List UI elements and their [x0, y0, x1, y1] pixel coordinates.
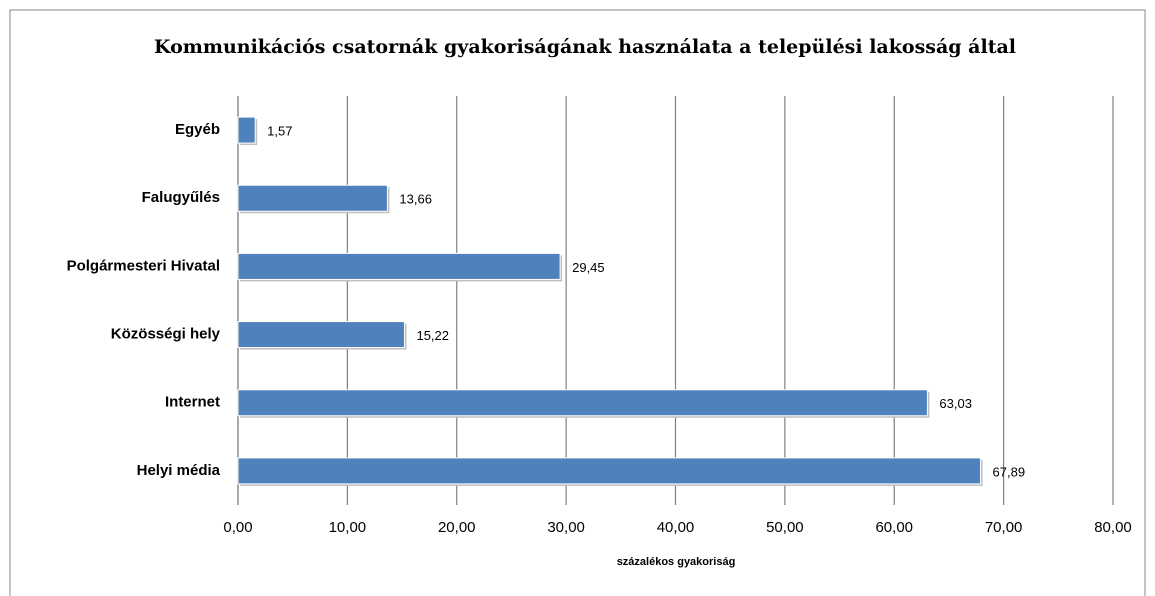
x-tick-label: 20,00 [438, 519, 476, 536]
value-label: 1,57 [267, 124, 292, 139]
chart-title: Kommunikációs csatornák gyakoriságának h… [154, 36, 1016, 58]
y-tick-label: Polgármesteri Hivatal [67, 257, 220, 274]
chart-border [9, 9, 1146, 596]
x-tick-label: 30,00 [547, 519, 585, 536]
bar [237, 389, 928, 417]
y-tick-label: Egyéb [175, 121, 220, 138]
bar [237, 116, 256, 144]
x-tick-label: 80,00 [1094, 519, 1132, 536]
x-tick-label: 10,00 [329, 519, 367, 536]
x-tick-label: 60,00 [875, 519, 913, 536]
x-tick-label: 0,00 [223, 519, 252, 536]
value-label: 15,22 [416, 328, 449, 343]
value-label: 67,89 [993, 464, 1026, 479]
x-tick-label: 70,00 [985, 519, 1023, 536]
bar [237, 184, 388, 212]
value-label: 13,66 [399, 192, 432, 207]
bar [237, 252, 561, 280]
bar [237, 321, 405, 349]
x-axis-label: százalékos gyakoriság [617, 556, 736, 568]
value-label: 29,45 [572, 260, 605, 275]
y-tick-label: Helyi média [137, 462, 221, 479]
bar [237, 457, 982, 485]
y-tick-label: Falugyűlés [142, 189, 220, 206]
x-tick-label: 40,00 [657, 519, 695, 536]
x-tick-label: 50,00 [766, 519, 804, 536]
y-tick-label: Közösségi hely [111, 326, 221, 343]
value-label: 63,03 [939, 396, 972, 411]
y-tick-label: Internet [165, 394, 220, 411]
